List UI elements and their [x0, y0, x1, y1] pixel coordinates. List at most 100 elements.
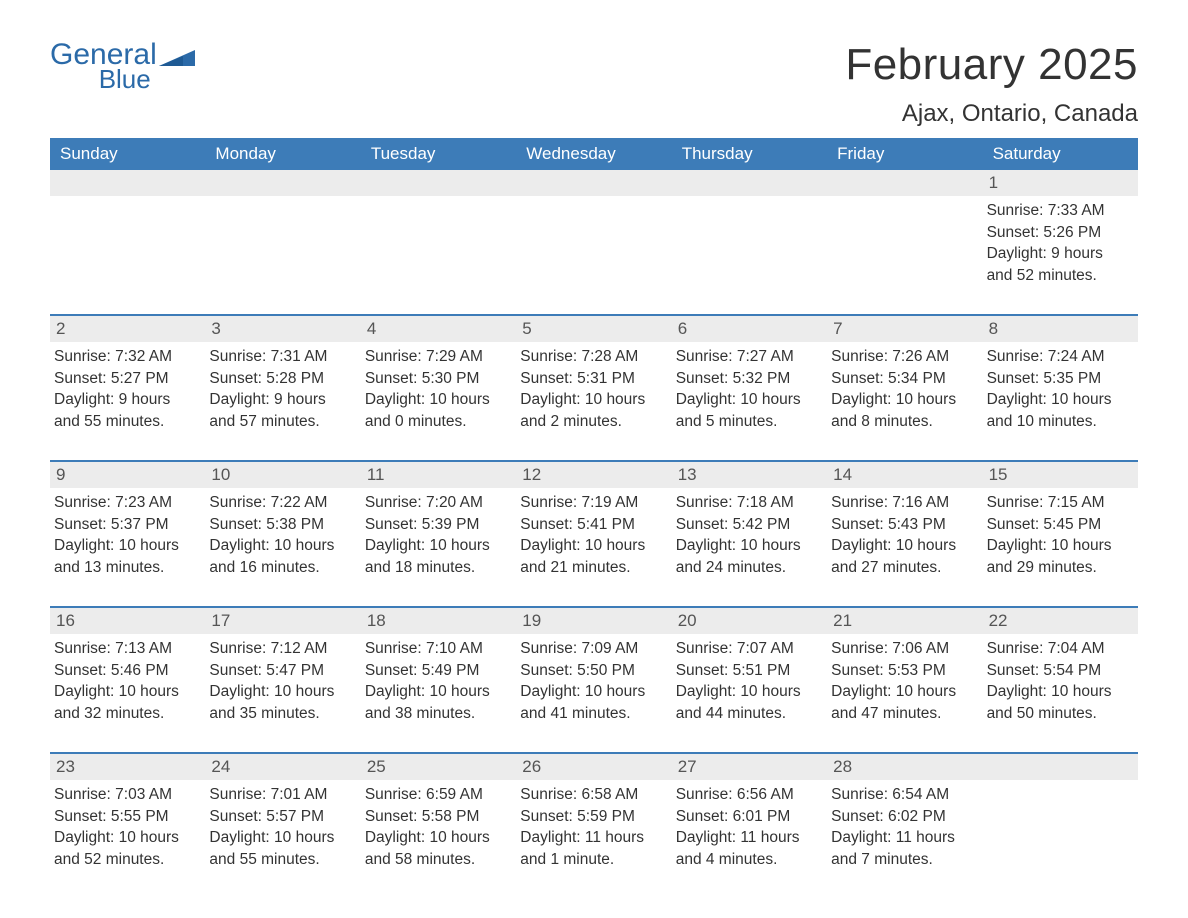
day-number: 28 — [827, 754, 982, 780]
sunset-text: Sunset: 5:58 PM — [365, 806, 508, 828]
day-cell: 21Sunrise: 7:06 AMSunset: 5:53 PMDayligh… — [827, 608, 982, 738]
day-number: 25 — [361, 754, 516, 780]
sunset-text: Sunset: 6:02 PM — [831, 806, 974, 828]
sunset-text: Sunset: 5:59 PM — [520, 806, 663, 828]
brand-logo: General Blue — [50, 40, 195, 92]
sunrise-text: Sunrise: 7:16 AM — [831, 492, 974, 514]
sunrise-text: Sunrise: 7:20 AM — [365, 492, 508, 514]
week-row: ......1Sunrise: 7:33 AMSunset: 5:26 PMDa… — [50, 170, 1138, 300]
day-cell: 17Sunrise: 7:12 AMSunset: 5:47 PMDayligh… — [205, 608, 360, 738]
sunrise-text: Sunrise: 7:15 AM — [987, 492, 1130, 514]
day-cell: 4Sunrise: 7:29 AMSunset: 5:30 PMDaylight… — [361, 316, 516, 446]
day-cell: 24Sunrise: 7:01 AMSunset: 5:57 PMDayligh… — [205, 754, 360, 884]
sunset-text: Sunset: 5:35 PM — [987, 368, 1130, 390]
day-info: Sunrise: 6:56 AMSunset: 6:01 PMDaylight:… — [676, 780, 819, 871]
day-cell: 14Sunrise: 7:16 AMSunset: 5:43 PMDayligh… — [827, 462, 982, 592]
daylight-text: Daylight: 9 hours and 55 minutes. — [54, 389, 197, 432]
sunset-text: Sunset: 5:47 PM — [209, 660, 352, 682]
sunrise-text: Sunrise: 7:06 AM — [831, 638, 974, 660]
day-number: 2 — [50, 316, 205, 342]
sunrise-text: Sunrise: 7:29 AM — [365, 346, 508, 368]
sunset-text: Sunset: 5:54 PM — [987, 660, 1130, 682]
day-info: Sunrise: 7:33 AMSunset: 5:26 PMDaylight:… — [987, 196, 1130, 287]
sunset-text: Sunset: 5:57 PM — [209, 806, 352, 828]
sunset-text: Sunset: 5:27 PM — [54, 368, 197, 390]
day-info: Sunrise: 7:03 AMSunset: 5:55 PMDaylight:… — [54, 780, 197, 871]
day-cell: 28Sunrise: 6:54 AMSunset: 6:02 PMDayligh… — [827, 754, 982, 884]
header: General Blue February 2025 Ajax, Ontario… — [50, 40, 1138, 128]
day-cell: 22Sunrise: 7:04 AMSunset: 5:54 PMDayligh… — [983, 608, 1138, 738]
day-number: . — [50, 170, 205, 196]
sunrise-text: Sunrise: 7:26 AM — [831, 346, 974, 368]
day-number: 22 — [983, 608, 1138, 634]
daylight-text: Daylight: 10 hours and 35 minutes. — [209, 681, 352, 724]
sunset-text: Sunset: 5:28 PM — [209, 368, 352, 390]
day-number: . — [827, 170, 982, 196]
sunset-text: Sunset: 5:41 PM — [520, 514, 663, 536]
dow-monday: Monday — [205, 138, 360, 170]
daylight-text: Daylight: 10 hours and 5 minutes. — [676, 389, 819, 432]
daylight-text: Daylight: 10 hours and 8 minutes. — [831, 389, 974, 432]
sunrise-text: Sunrise: 7:03 AM — [54, 784, 197, 806]
day-info: Sunrise: 7:27 AMSunset: 5:32 PMDaylight:… — [676, 342, 819, 433]
day-number: 8 — [983, 316, 1138, 342]
day-info: Sunrise: 7:09 AMSunset: 5:50 PMDaylight:… — [520, 634, 663, 725]
sunrise-text: Sunrise: 7:12 AM — [209, 638, 352, 660]
day-number: . — [983, 754, 1138, 780]
day-cell: 27Sunrise: 6:56 AMSunset: 6:01 PMDayligh… — [672, 754, 827, 884]
sunset-text: Sunset: 5:55 PM — [54, 806, 197, 828]
sunrise-text: Sunrise: 6:58 AM — [520, 784, 663, 806]
day-number: 24 — [205, 754, 360, 780]
daylight-text: Daylight: 10 hours and 29 minutes. — [987, 535, 1130, 578]
sunrise-text: Sunrise: 7:24 AM — [987, 346, 1130, 368]
sunset-text: Sunset: 5:30 PM — [365, 368, 508, 390]
day-info: Sunrise: 7:29 AMSunset: 5:30 PMDaylight:… — [365, 342, 508, 433]
day-info: Sunrise: 7:28 AMSunset: 5:31 PMDaylight:… — [520, 342, 663, 433]
sunset-text: Sunset: 5:32 PM — [676, 368, 819, 390]
sunrise-text: Sunrise: 7:19 AM — [520, 492, 663, 514]
day-info: Sunrise: 7:12 AMSunset: 5:47 PMDaylight:… — [209, 634, 352, 725]
dow-sunday: Sunday — [50, 138, 205, 170]
day-cell: . — [361, 170, 516, 300]
sunset-text: Sunset: 5:39 PM — [365, 514, 508, 536]
day-number: 21 — [827, 608, 982, 634]
sunset-text: Sunset: 5:37 PM — [54, 514, 197, 536]
day-number: 19 — [516, 608, 671, 634]
day-number: 13 — [672, 462, 827, 488]
day-number: 11 — [361, 462, 516, 488]
sunset-text: Sunset: 5:26 PM — [987, 222, 1130, 244]
day-info: Sunrise: 6:58 AMSunset: 5:59 PMDaylight:… — [520, 780, 663, 871]
calendar: Sunday Monday Tuesday Wednesday Thursday… — [50, 138, 1138, 884]
week-row: 23Sunrise: 7:03 AMSunset: 5:55 PMDayligh… — [50, 752, 1138, 884]
flag-icon — [159, 44, 195, 66]
day-number: 6 — [672, 316, 827, 342]
daylight-text: Daylight: 10 hours and 47 minutes. — [831, 681, 974, 724]
daylight-text: Daylight: 10 hours and 38 minutes. — [365, 681, 508, 724]
sunrise-text: Sunrise: 6:54 AM — [831, 784, 974, 806]
week-row: 16Sunrise: 7:13 AMSunset: 5:46 PMDayligh… — [50, 606, 1138, 738]
day-number: 14 — [827, 462, 982, 488]
daylight-text: Daylight: 10 hours and 32 minutes. — [54, 681, 197, 724]
day-cell: 18Sunrise: 7:10 AMSunset: 5:49 PMDayligh… — [361, 608, 516, 738]
sunset-text: Sunset: 5:31 PM — [520, 368, 663, 390]
day-cell: 6Sunrise: 7:27 AMSunset: 5:32 PMDaylight… — [672, 316, 827, 446]
day-number: 5 — [516, 316, 671, 342]
day-info: Sunrise: 7:18 AMSunset: 5:42 PMDaylight:… — [676, 488, 819, 579]
day-number: 3 — [205, 316, 360, 342]
day-info: Sunrise: 7:15 AMSunset: 5:45 PMDaylight:… — [987, 488, 1130, 579]
sunrise-text: Sunrise: 7:13 AM — [54, 638, 197, 660]
sunset-text: Sunset: 5:49 PM — [365, 660, 508, 682]
day-number: 16 — [50, 608, 205, 634]
sunrise-text: Sunrise: 7:31 AM — [209, 346, 352, 368]
dow-saturday: Saturday — [983, 138, 1138, 170]
day-cell: 23Sunrise: 7:03 AMSunset: 5:55 PMDayligh… — [50, 754, 205, 884]
daylight-text: Daylight: 10 hours and 27 minutes. — [831, 535, 974, 578]
daylight-text: Daylight: 10 hours and 50 minutes. — [987, 681, 1130, 724]
day-cell: . — [205, 170, 360, 300]
day-of-week-header: Sunday Monday Tuesday Wednesday Thursday… — [50, 138, 1138, 170]
day-number: . — [516, 170, 671, 196]
daylight-text: Daylight: 10 hours and 24 minutes. — [676, 535, 819, 578]
day-info: Sunrise: 7:22 AMSunset: 5:38 PMDaylight:… — [209, 488, 352, 579]
day-cell: . — [983, 754, 1138, 884]
day-info: Sunrise: 7:32 AMSunset: 5:27 PMDaylight:… — [54, 342, 197, 433]
